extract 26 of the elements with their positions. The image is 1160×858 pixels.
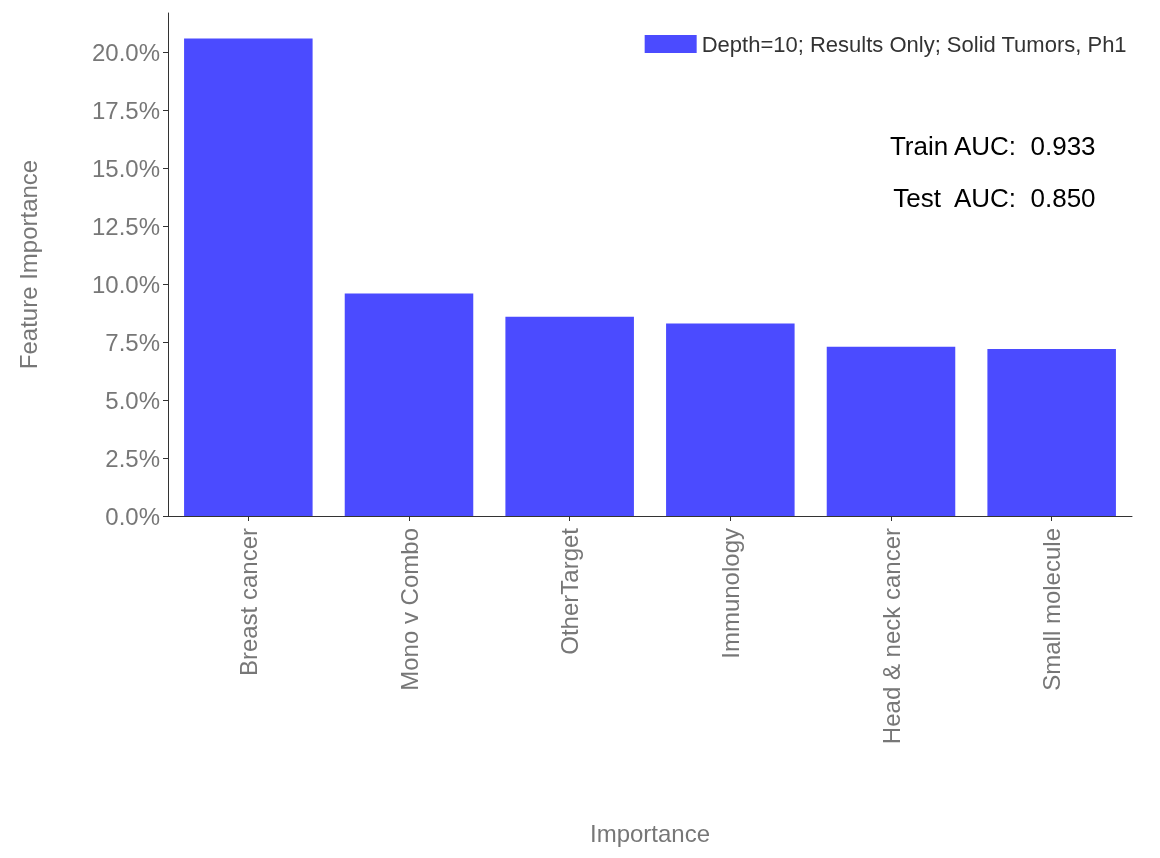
bar [184,38,313,516]
y-tick-label: 15.0% [91,154,160,182]
bar [987,349,1116,516]
y-tick-label: 10.0% [91,270,160,298]
x-tick-label: Small molecule [1038,528,1066,691]
x-tick-label: Head & neck cancer [877,528,905,745]
y-tick-label: 12.5% [91,212,160,240]
y-tick-label: 17.5% [91,96,160,124]
legend-label: Depth=10; Results Only; Solid Tumors, Ph1 [701,31,1127,57]
y-tick-label: 0.0% [105,502,160,530]
y-axis-title: Feature Importance [14,159,42,370]
x-axis-title: Importance [589,819,711,847]
y-tick-label: 2.5% [105,444,160,472]
bar [666,323,795,516]
y-tick-label: 20.0% [91,38,160,66]
y-tick-label: 5.0% [105,386,160,414]
x-tick-label: Breast cancer [234,528,262,677]
annotation: Test AUC: 0.850 [893,183,1096,213]
bar [505,316,634,516]
x-tick-label: Mono v Combo [395,528,423,691]
y-tick-label: 7.5% [105,328,160,356]
x-tick-label: Immunology [716,528,744,659]
bar [826,346,956,516]
x-tick-label: OtherTarget [556,527,584,655]
bar [344,293,474,516]
annotation: Train AUC: 0.933 [889,131,1096,161]
